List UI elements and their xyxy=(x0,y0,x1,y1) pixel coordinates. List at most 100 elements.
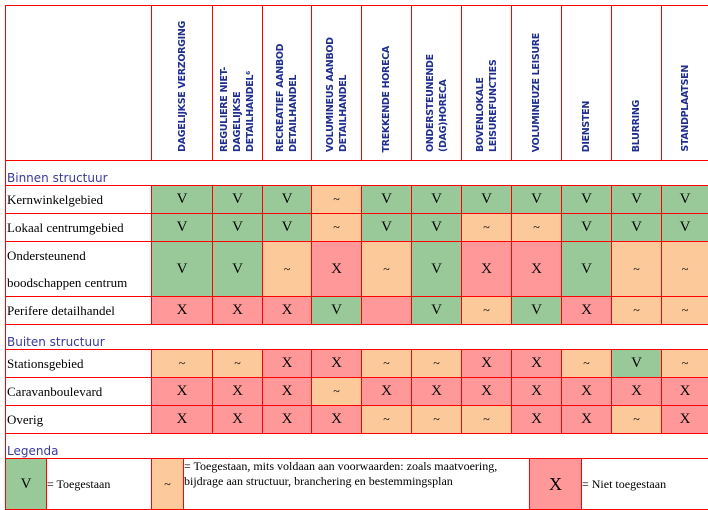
status-cell: V xyxy=(562,242,612,297)
status-cell: ~ xyxy=(213,350,263,378)
column-header: ONDERSTEUNENDE (DAG)HORECA xyxy=(412,6,462,161)
status-cell: X xyxy=(462,378,512,406)
status-cell: V xyxy=(263,214,312,242)
row-label: Ondersteunend boodschappen centrum xyxy=(6,242,152,297)
status-cell: X xyxy=(312,242,362,297)
status-cell: X xyxy=(662,406,708,434)
status-cell: V xyxy=(612,350,662,378)
status-cell: V xyxy=(213,242,263,297)
status-cell: X xyxy=(562,297,612,325)
status-cell: V xyxy=(412,242,462,297)
legend-symbol-conditional: ~ xyxy=(152,459,184,510)
status-cell: X xyxy=(263,350,312,378)
status-cell: X xyxy=(263,297,312,325)
legend-text-allowed: = Toegestaan xyxy=(47,459,152,510)
legend-text-not-allowed: = Niet toegestaan xyxy=(582,459,708,510)
status-cell: ~ xyxy=(612,406,662,434)
status-cell: V xyxy=(213,214,263,242)
column-header: DIENSTEN xyxy=(562,6,612,161)
status-cell: V xyxy=(562,214,612,242)
column-header-label: VOLUMINEUZE LEISURE xyxy=(530,33,543,152)
status-cell: V xyxy=(512,186,562,214)
status-cell: ~ xyxy=(362,406,412,434)
status-cell: X xyxy=(312,406,362,434)
status-cell: ~ xyxy=(412,406,462,434)
status-cell: V xyxy=(412,297,462,325)
status-cell: V xyxy=(462,186,512,214)
column-header-label: TREKKENDE HORECA xyxy=(380,46,393,153)
status-cell: X xyxy=(213,378,263,406)
status-cell: X xyxy=(612,378,662,406)
status-cell: ~ xyxy=(312,378,362,406)
status-cell: ~ xyxy=(562,350,612,378)
status-cell: X xyxy=(462,242,512,297)
status-cell: ~ xyxy=(512,214,562,242)
status-cell: X xyxy=(362,378,412,406)
column-header: BLURRING xyxy=(612,6,662,161)
status-cell: ~ xyxy=(662,297,708,325)
column-header-label: DIENSTEN xyxy=(580,101,593,152)
status-cell: V xyxy=(312,297,362,325)
status-cell: V xyxy=(412,186,462,214)
status-cell xyxy=(362,297,412,325)
status-cell: V xyxy=(512,297,562,325)
status-cell: X xyxy=(152,378,213,406)
status-cell: V xyxy=(362,186,412,214)
column-header-label: BOVENLOKALE LEISUREFUNCTIES xyxy=(474,12,500,152)
status-cell: ~ xyxy=(362,350,412,378)
status-cell: X xyxy=(152,406,213,434)
status-cell: V xyxy=(612,186,662,214)
status-cell: V xyxy=(612,214,662,242)
status-cell: ~ xyxy=(662,350,708,378)
status-cell: ~ xyxy=(312,186,362,214)
column-header: REGULIERE NIET-DAGELIJKSE DETAILHANDEL⁶ xyxy=(213,6,263,161)
status-cell: X xyxy=(412,378,462,406)
column-header-label: VOLUMINEUS AANBOD DETAILHANDEL xyxy=(324,12,350,152)
status-cell: ~ xyxy=(612,297,662,325)
column-header-label: BLURRING xyxy=(630,100,643,152)
status-cell: ~ xyxy=(362,242,412,297)
column-header: TREKKENDE HORECA xyxy=(362,6,412,161)
status-cell: X xyxy=(213,406,263,434)
status-cell: V xyxy=(662,214,708,242)
status-cell: ~ xyxy=(263,242,312,297)
column-header-label: RECREATIEF AANBOD DETAILHANDEL xyxy=(274,12,300,152)
status-cell: X xyxy=(562,378,612,406)
status-cell: V xyxy=(213,186,263,214)
status-cell: V xyxy=(562,186,612,214)
column-header-label: REGULIERE NIET-DAGELIJKSE DETAILHANDEL⁶ xyxy=(218,12,257,152)
column-header: VOLUMINEUS AANBOD DETAILHANDEL xyxy=(312,6,362,161)
section-row: Buiten structuur xyxy=(6,325,708,350)
legend-title: Legenda xyxy=(6,434,708,459)
row-label: Caravanboulevard xyxy=(6,378,152,406)
column-header: BOVENLOKALE LEISUREFUNCTIES xyxy=(462,6,512,161)
status-cell: V xyxy=(152,214,213,242)
status-cell: X xyxy=(152,297,213,325)
row-label: Stationsgebied xyxy=(6,350,152,378)
status-cell: ~ xyxy=(462,297,512,325)
legend-table: Legenda V = Toegestaan ~ = Toegestaan, m… xyxy=(5,434,708,510)
status-cell: ~ xyxy=(152,350,213,378)
row-label: Lokaal centrumgebied xyxy=(6,214,152,242)
status-cell: X xyxy=(462,350,512,378)
row-label: Overig xyxy=(6,406,152,434)
section-title: Buiten structuur xyxy=(6,325,708,350)
status-cell: V xyxy=(662,186,708,214)
column-header: DAGELIJKSE VERZORGING xyxy=(152,6,213,161)
column-header-label: ONDERSTEUNENDE (DAG)HORECA xyxy=(424,12,450,152)
status-cell: ~ xyxy=(462,406,512,434)
legend-text-conditional: = Toegestaan, mits voldaan aan voorwaard… xyxy=(184,459,530,510)
status-cell: ~ xyxy=(612,242,662,297)
column-header: STANDPLAATSEN xyxy=(662,6,708,161)
status-cell: X xyxy=(512,406,562,434)
column-header: RECREATIEF AANBOD DETAILHANDEL xyxy=(263,6,312,161)
status-cell: X xyxy=(512,378,562,406)
column-header: VOLUMINEUZE LEISURE xyxy=(512,6,562,161)
